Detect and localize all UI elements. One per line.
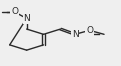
Text: O: O xyxy=(86,26,93,35)
Text: N: N xyxy=(23,14,30,23)
Text: O: O xyxy=(11,7,18,16)
Text: N: N xyxy=(72,30,78,39)
